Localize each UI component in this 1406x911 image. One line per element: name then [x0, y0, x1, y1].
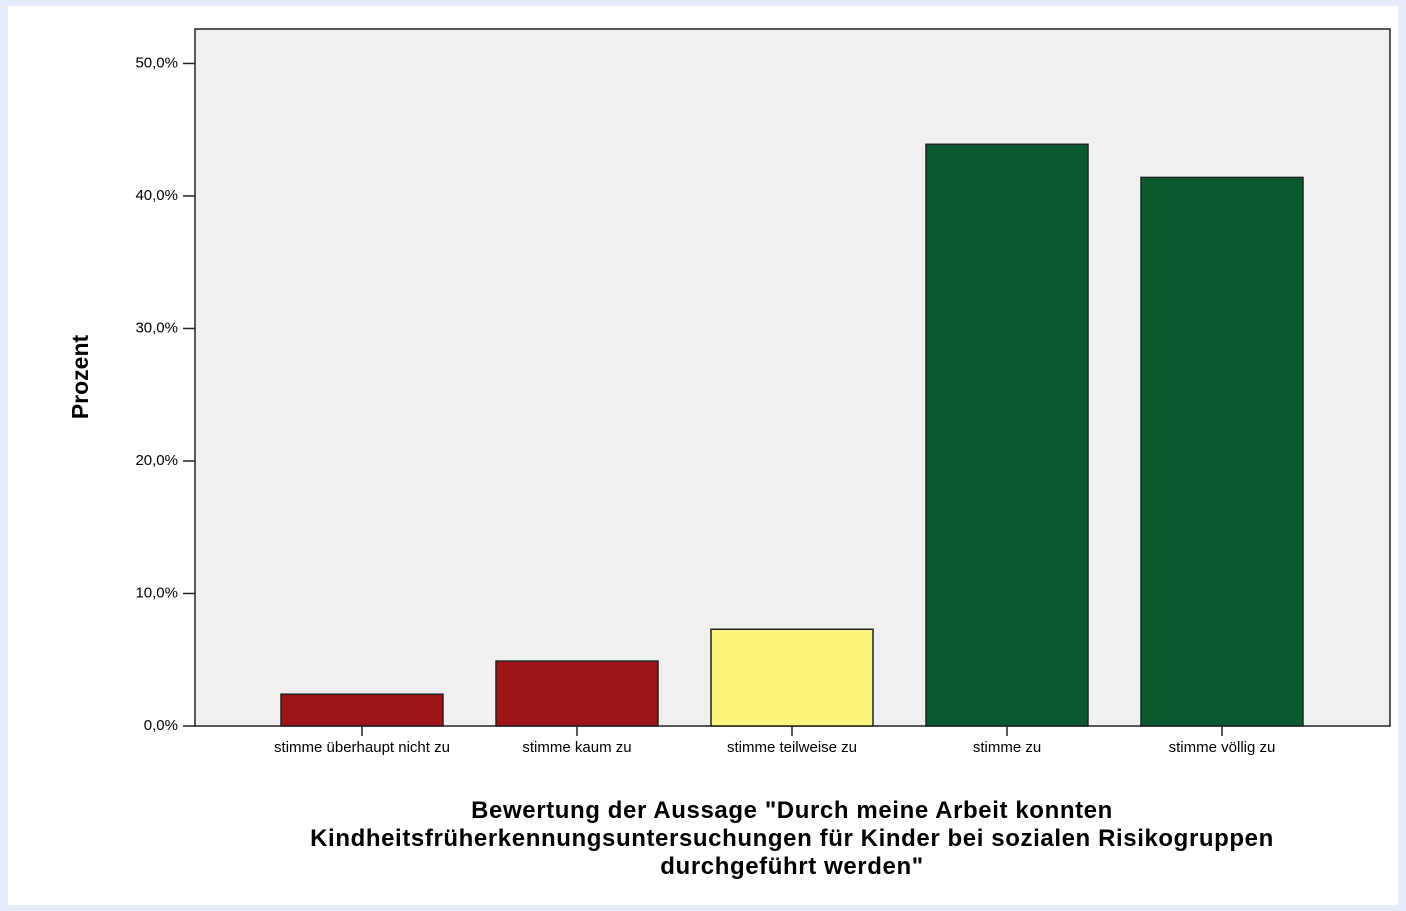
bar [1140, 176, 1304, 727]
y-axis-label: Prozent [67, 334, 93, 419]
y-tick-label: 30,0% [135, 319, 178, 336]
x-tick-label: stimme völlig zu [1168, 739, 1276, 756]
bar [925, 143, 1089, 727]
x-tick-label: stimme überhaupt nicht zu [274, 739, 450, 756]
x-tick-label: stimme kaum zu [522, 739, 632, 756]
x-tick-label: stimme zu [972, 739, 1042, 756]
y-tick-label: 0,0% [144, 717, 178, 734]
y-tick-label: 50,0% [135, 54, 178, 71]
bar [495, 660, 659, 727]
bar [710, 628, 874, 727]
y-tick-label: 10,0% [135, 584, 178, 601]
bar [280, 693, 444, 727]
y-tick-label: 40,0% [135, 187, 178, 204]
y-tick-label: 20,0% [135, 452, 178, 469]
x-tick-label: stimme teilweise zu [726, 739, 858, 756]
x-axis-label: Bewertung der Aussage "Durch meine Arbei… [310, 797, 1274, 880]
